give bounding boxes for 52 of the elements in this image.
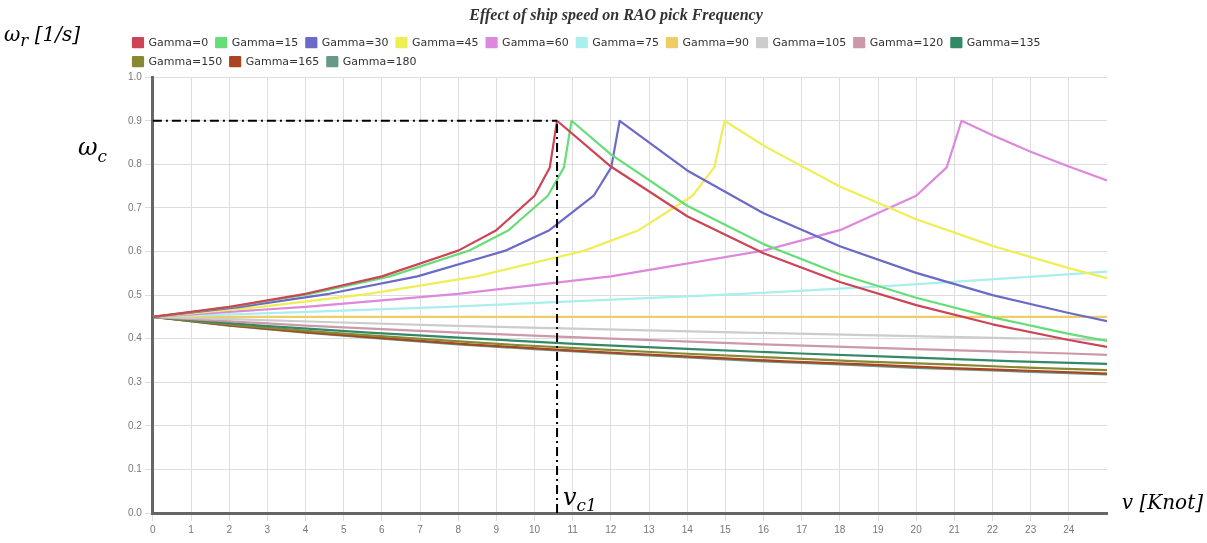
- y-tick-label: 0.7: [128, 201, 143, 213]
- x-tick-label: 8: [455, 523, 462, 535]
- y-tick-label: 0.8: [128, 158, 143, 170]
- legend-label: Gamma=0: [148, 35, 209, 49]
- x-tick-label: 18: [834, 523, 846, 535]
- y-tick-label: 0.0: [128, 506, 143, 518]
- y-tick-label: 0.2: [128, 419, 143, 431]
- x-tick-label: 15: [719, 523, 732, 535]
- x-tick-label: 10: [528, 523, 541, 535]
- x-tick-label: 20: [910, 523, 923, 535]
- legend-label: Gamma=150: [148, 54, 223, 68]
- chart-title: Effect of ship speed on RAO pick Frequency: [468, 5, 764, 24]
- legend-label: Gamma=165: [245, 54, 320, 68]
- x-tick-label: 2: [226, 523, 233, 535]
- y-tick-label: 0.6: [128, 245, 143, 257]
- x-tick-label: 3: [264, 523, 271, 535]
- legend-label: Gamma=75: [592, 35, 659, 49]
- x-tick-label: 13: [643, 523, 656, 535]
- legend-label: Gamma=90: [682, 35, 750, 49]
- x-tick-label: 1: [188, 523, 195, 535]
- y-tick-label: 0.4: [128, 332, 143, 344]
- x-tick-label: 24: [1063, 523, 1075, 535]
- legend-label: Gamma=15: [231, 35, 299, 49]
- y-tick-label: 0.5: [128, 288, 143, 300]
- y-axis-title: ω$_{r}$ [1/s]: [4, 22, 80, 50]
- legend-label: Gamma=45: [411, 35, 479, 49]
- legend-label: Gamma=60: [502, 35, 569, 49]
- y-tick-label: 0.3: [128, 376, 143, 388]
- x-tick-label: 9: [493, 523, 500, 535]
- x-tick-label: 14: [681, 523, 694, 535]
- y-tick-label: 0.9: [128, 114, 143, 126]
- legend-label: Gamma=135: [966, 35, 1041, 49]
- legend-label: Gamma=180: [342, 54, 417, 68]
- x-tick-label: 12: [605, 523, 617, 535]
- y-tick-label: 1.0: [128, 70, 143, 82]
- x-tick-label: 19: [872, 523, 885, 535]
- legend-label: Gamma=30: [321, 35, 389, 49]
- x-tick-label: 22: [986, 523, 999, 535]
- x-tick-label: 7: [417, 523, 424, 535]
- x-tick-label: 21: [948, 523, 961, 535]
- x-tick-label: 23: [1025, 523, 1037, 535]
- x-tick-label: 16: [757, 523, 770, 535]
- x-tick-label: 0: [150, 523, 157, 535]
- legend-label: Gamma=120: [869, 35, 944, 49]
- y-tick-label: 0.1: [128, 463, 143, 475]
- x-tick-label: 17: [796, 523, 808, 535]
- x-axis-title: v [Knot]: [1121, 490, 1203, 514]
- legend-label: Gamma=105: [772, 35, 847, 49]
- x-tick-label: 6: [379, 523, 386, 535]
- x-tick-label: 4: [302, 523, 309, 535]
- x-tick-label: 5: [340, 523, 347, 535]
- x-tick-label: 11: [567, 523, 579, 535]
